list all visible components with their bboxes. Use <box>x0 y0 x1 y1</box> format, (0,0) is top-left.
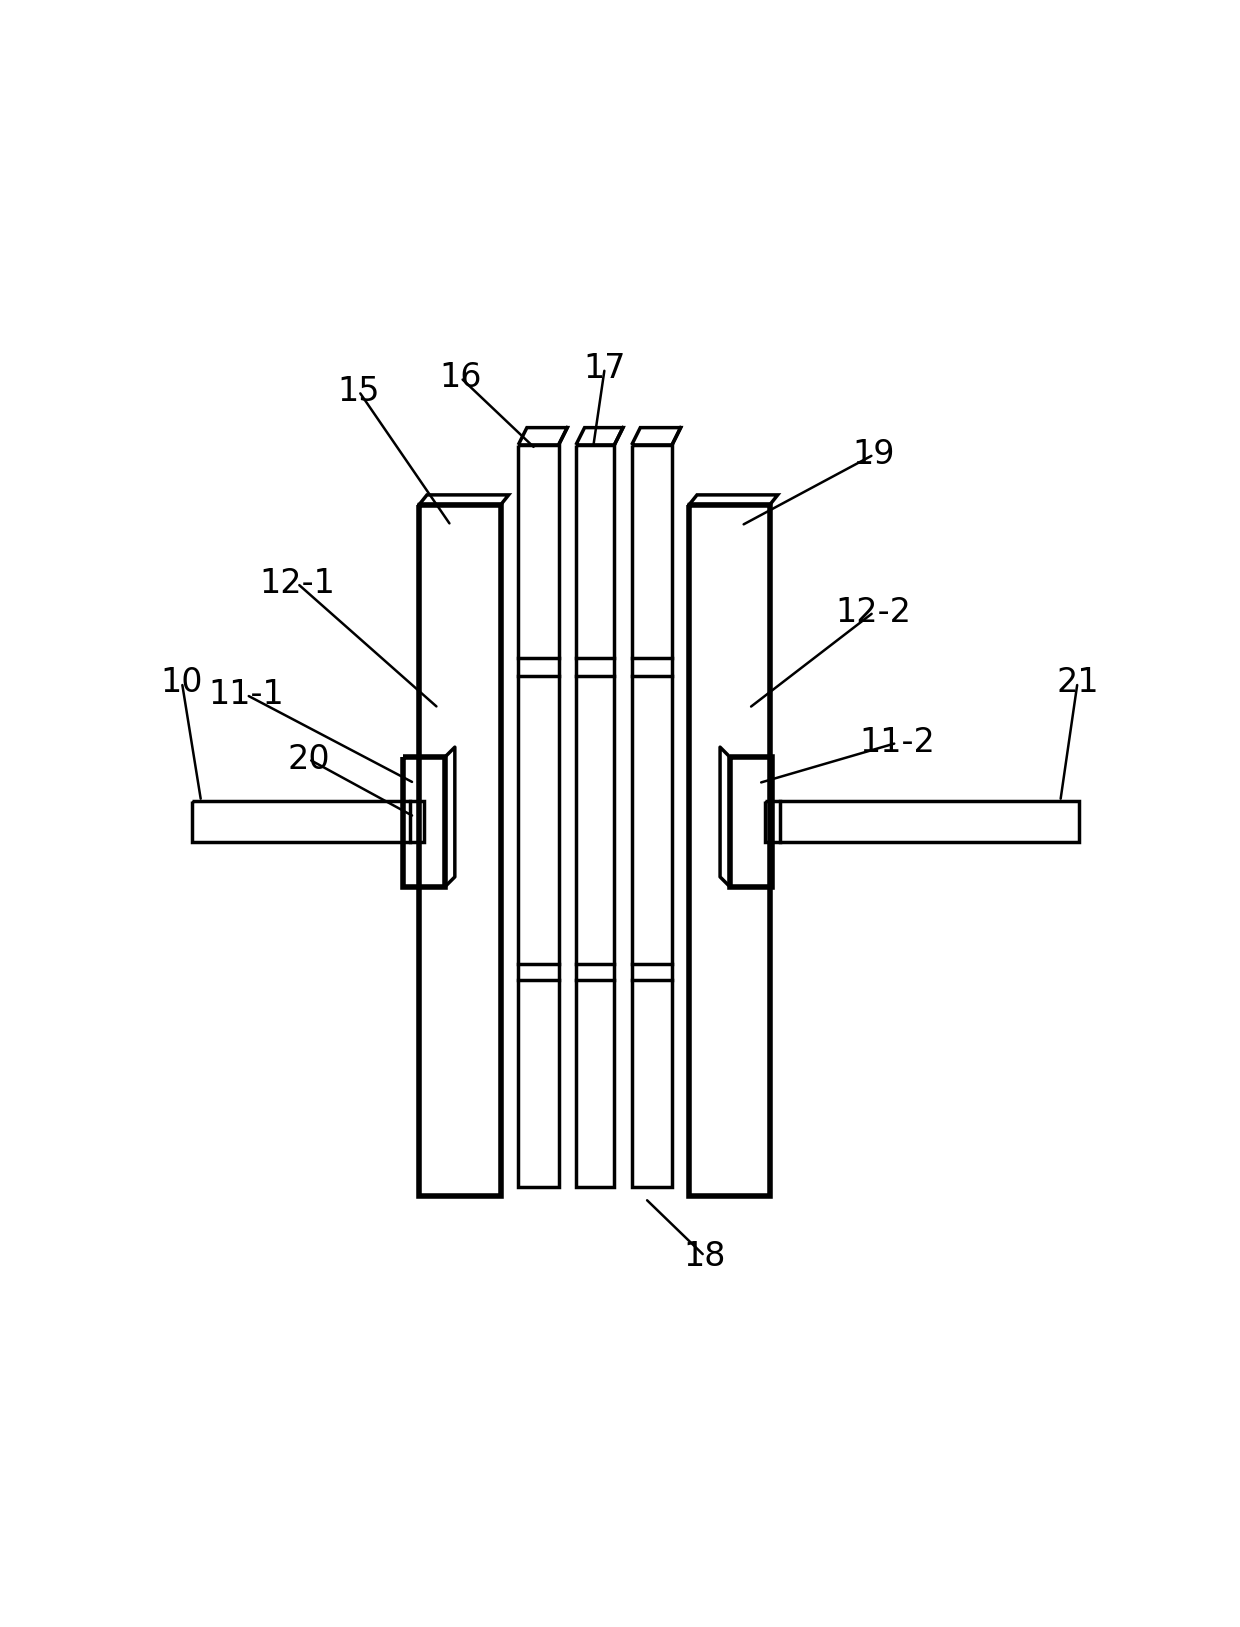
Text: 17: 17 <box>584 351 626 384</box>
Text: 10: 10 <box>161 665 203 698</box>
Text: 12-2: 12-2 <box>836 595 911 628</box>
Text: 16: 16 <box>439 361 482 394</box>
Text: 21: 21 <box>1056 665 1099 698</box>
Text: 20: 20 <box>288 742 330 776</box>
Text: 19: 19 <box>853 438 895 472</box>
Text: 11-2: 11-2 <box>859 726 935 760</box>
Text: 18: 18 <box>683 1240 725 1272</box>
Text: 15: 15 <box>337 374 379 408</box>
Text: 12-1: 12-1 <box>259 566 335 600</box>
Text: 11-1: 11-1 <box>208 678 284 711</box>
